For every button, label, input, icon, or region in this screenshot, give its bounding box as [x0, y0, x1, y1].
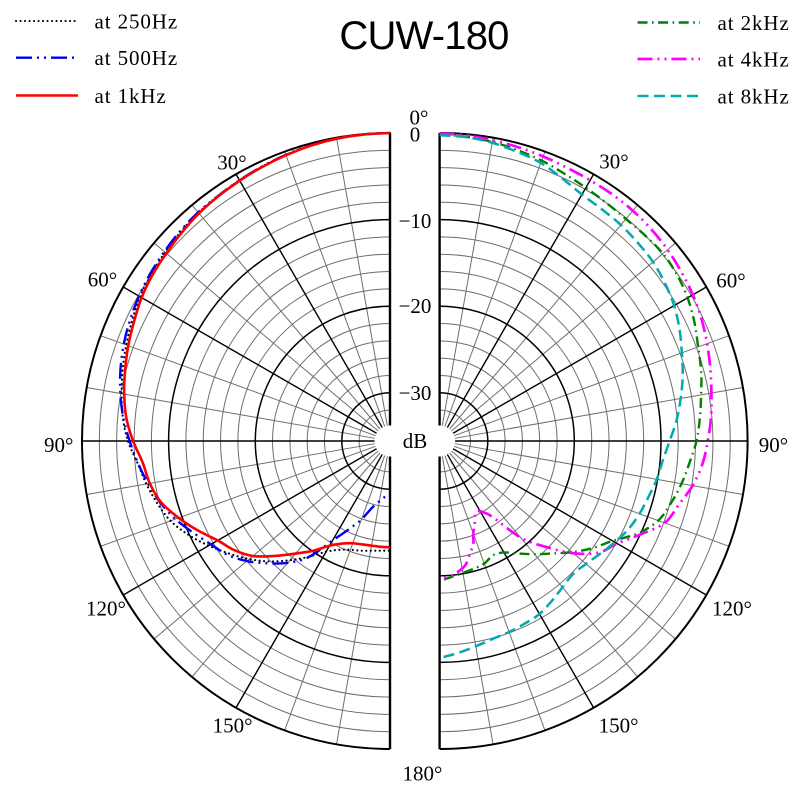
svg-text:90°: 90° — [759, 433, 788, 457]
svg-text:−30: −30 — [399, 381, 432, 405]
svg-text:−20: −20 — [399, 294, 432, 318]
svg-text:at 250Hz: at 250Hz — [95, 9, 179, 33]
svg-text:120°: 120° — [712, 596, 752, 620]
svg-text:at 4kHz: at 4kHz — [718, 47, 790, 71]
svg-text:dB: dB — [403, 429, 428, 453]
svg-text:180°: 180° — [403, 761, 443, 785]
svg-text:120°: 120° — [86, 596, 126, 620]
svg-text:at 8kHz: at 8kHz — [718, 84, 790, 108]
svg-text:at 2kHz: at 2kHz — [718, 11, 790, 35]
svg-text:0: 0 — [410, 122, 421, 146]
svg-text:60°: 60° — [716, 268, 745, 292]
svg-text:90°: 90° — [44, 433, 73, 457]
svg-text:30°: 30° — [217, 150, 246, 174]
svg-text:150°: 150° — [213, 714, 253, 738]
svg-text:0°: 0° — [410, 105, 429, 129]
svg-text:30°: 30° — [599, 149, 628, 173]
svg-text:at 1kHz: at 1kHz — [95, 84, 167, 108]
svg-text:60°: 60° — [88, 267, 117, 291]
svg-text:−10: −10 — [399, 209, 432, 233]
svg-text:CUW-180: CUW-180 — [339, 14, 508, 58]
svg-text:150°: 150° — [599, 713, 639, 737]
svg-text:at 500Hz: at 500Hz — [95, 46, 179, 70]
